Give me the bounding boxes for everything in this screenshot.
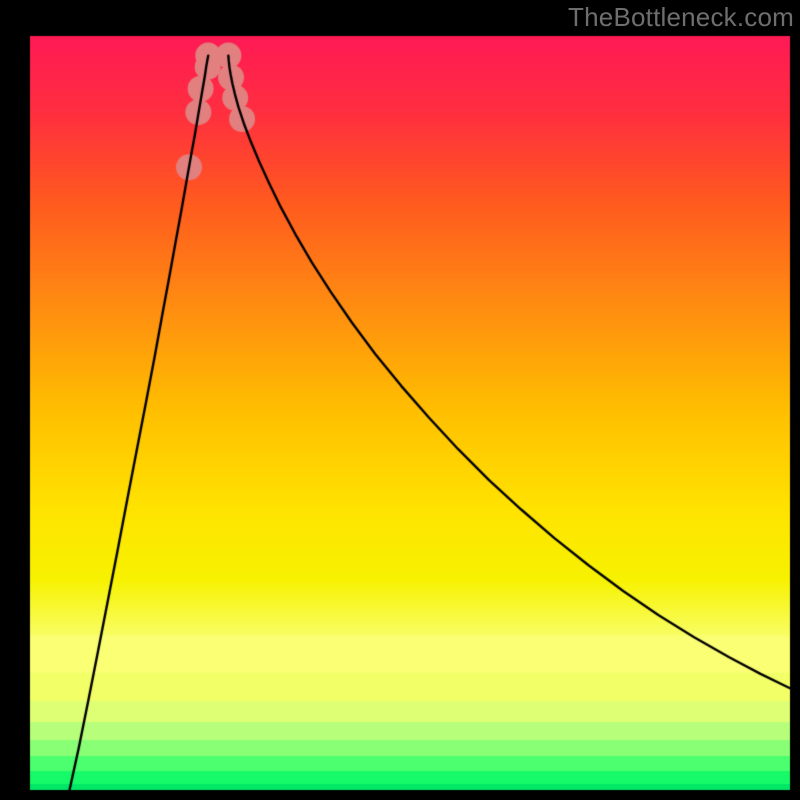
watermark-text: TheBottleneck.com — [568, 2, 794, 33]
figure-root: TheBottleneck.com — [0, 0, 800, 800]
bottleneck-chart-canvas — [0, 0, 800, 800]
